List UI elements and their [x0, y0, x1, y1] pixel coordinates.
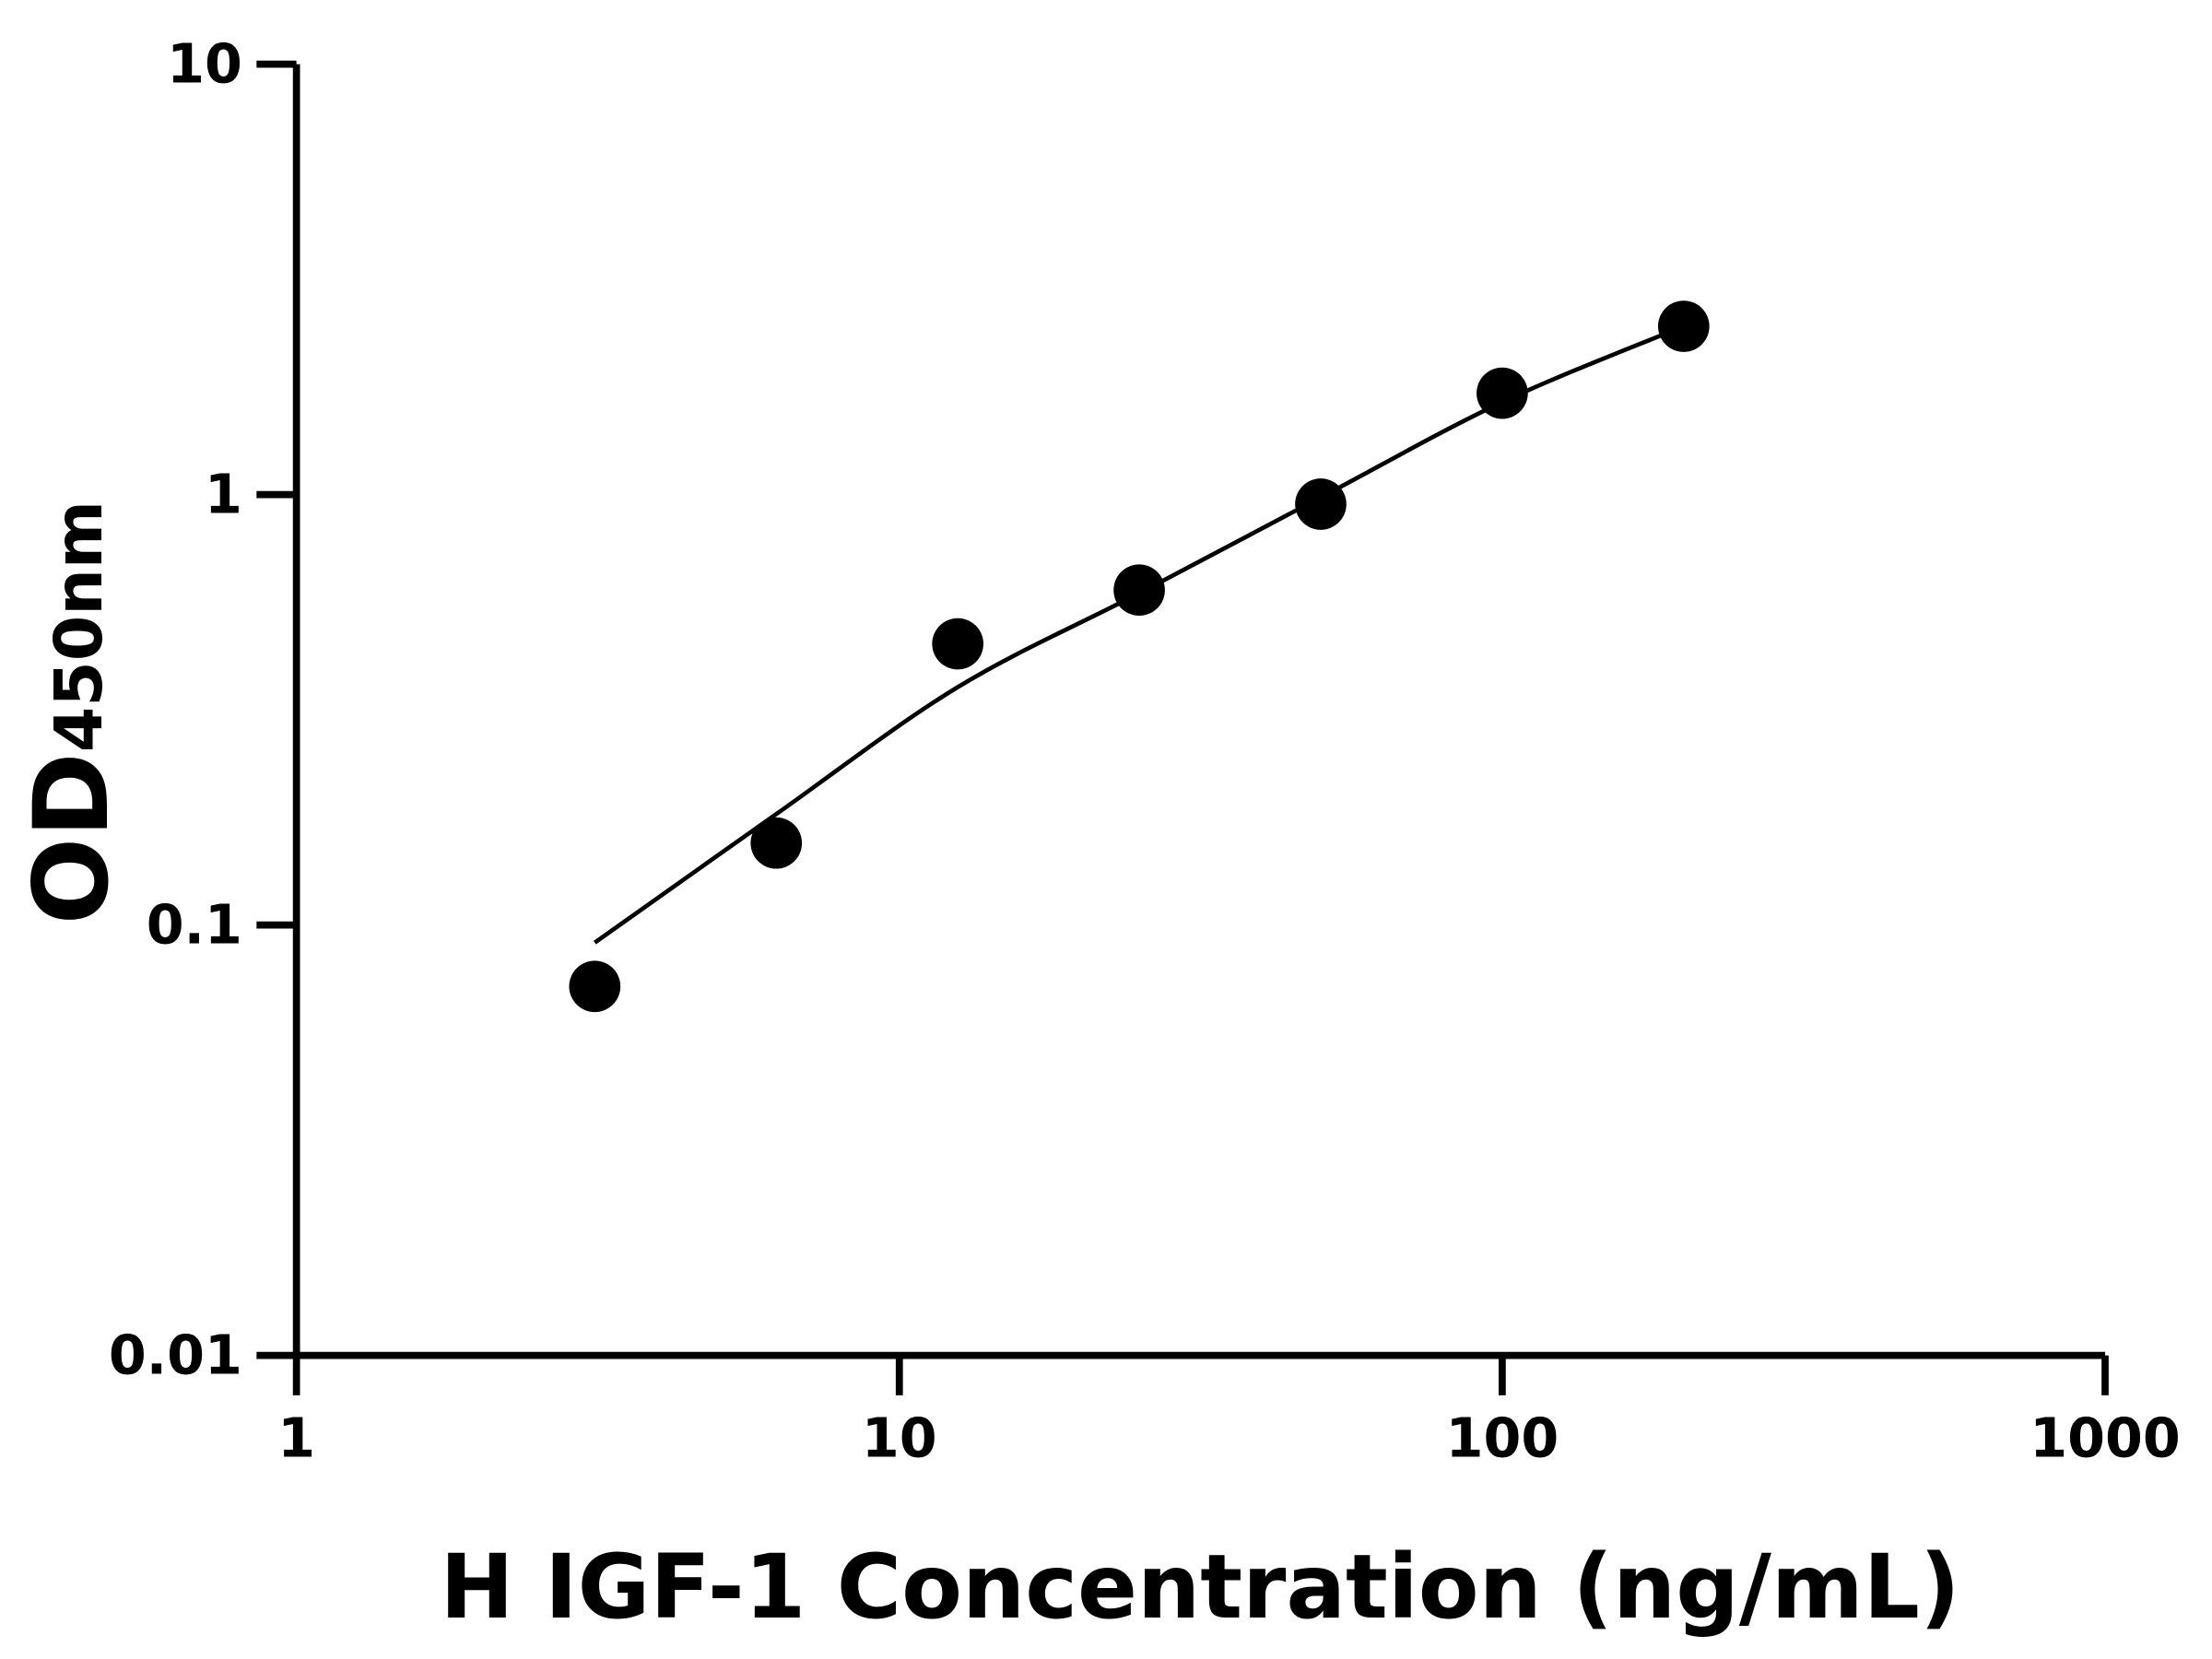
x-tick-label: 1000 [2030, 1406, 2181, 1469]
ticks: 1 10 100 1000 0.01 0.1 1 10 [109, 32, 2181, 1470]
x-tick-label: 1 [277, 1406, 315, 1469]
data-point [1113, 564, 1165, 617]
data-point [569, 960, 621, 1013]
y-tick-label: 0.1 [147, 893, 242, 957]
y-tick-label: 10 [167, 32, 242, 96]
data-point [750, 817, 803, 869]
y-tick-label: 1 [205, 463, 242, 526]
x-tick-label: 10 [862, 1406, 937, 1469]
y-axis-title-subscript: 450nm [41, 500, 117, 752]
data-point [932, 618, 983, 670]
x-axis-title: H IGF-1 Concentration (ng/mL) [440, 1535, 1959, 1639]
axes [292, 64, 2106, 1359]
data-point [1295, 478, 1347, 530]
data-point [1657, 300, 1710, 352]
x-tick-label: 100 [1446, 1406, 1559, 1469]
y-axis-title-main: OD [13, 752, 132, 924]
data-points [569, 300, 1710, 1013]
y-tick-label: 0.01 [109, 1324, 242, 1387]
data-point [1477, 367, 1528, 419]
y-axis-title: OD450nm [13, 500, 132, 924]
